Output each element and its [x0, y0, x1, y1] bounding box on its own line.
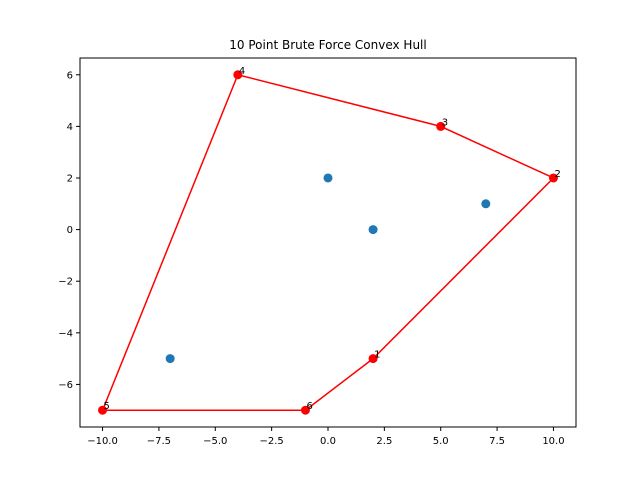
x-tick-label: −7.5 [147, 436, 171, 447]
chart-title: 10 Point Brute Force Convex Hull [229, 38, 426, 52]
x-tick-label: −5.0 [203, 436, 227, 447]
hull-edge [372, 177, 555, 360]
hull-vertex [368, 354, 378, 364]
x-tick-label: −2.5 [259, 436, 283, 447]
y-axis: −6 −4 −2 0 2 4 6 [58, 70, 80, 391]
axes-frame [79, 57, 577, 428]
y-tick-label: −6 [58, 380, 73, 391]
y-tick-label: 6 [67, 70, 73, 81]
x-axis: −10.0 −7.5 −5.0 −2.5 0.0 2.5 5.0 7.5 10.0 [87, 427, 565, 447]
x-tick-label: −10.0 [87, 436, 118, 447]
plot-area: 1 2 3 4 5 6 [98, 66, 561, 415]
hull-edge [304, 357, 374, 411]
x-tick-label: 7.5 [489, 436, 505, 447]
hull-vertex-label: 6 [306, 401, 312, 412]
hull-edge [439, 125, 555, 179]
hull-vertex [548, 173, 558, 183]
interior-point [323, 173, 333, 183]
interior-point [368, 225, 378, 235]
y-tick-label: 2 [67, 173, 73, 184]
y-tick-label: 4 [67, 122, 73, 133]
y-tick-label: −2 [58, 277, 73, 288]
interior-point [481, 199, 491, 209]
hull-vertex [300, 405, 310, 415]
interior-point [165, 354, 175, 364]
x-tick-label: 0.0 [320, 436, 336, 447]
hull-vertex [98, 405, 108, 415]
y-tick-label: 0 [67, 225, 73, 236]
hull-vertex-label: 3 [442, 117, 448, 128]
hull-vertex-label: 5 [104, 401, 110, 412]
hull-vertex-label: 2 [554, 169, 560, 180]
hull-vertex [233, 70, 243, 80]
hull-vertex-label: 4 [239, 66, 245, 77]
y-tick-label: −4 [58, 328, 73, 339]
x-tick-label: 5.0 [433, 436, 449, 447]
hull-vertex-label: 1 [374, 350, 380, 361]
x-tick-label: 10.0 [542, 436, 564, 447]
hull-vertex [436, 121, 446, 131]
x-tick-label: 2.5 [376, 436, 392, 447]
hull-edge [101, 74, 239, 411]
hull-edge [237, 74, 442, 128]
